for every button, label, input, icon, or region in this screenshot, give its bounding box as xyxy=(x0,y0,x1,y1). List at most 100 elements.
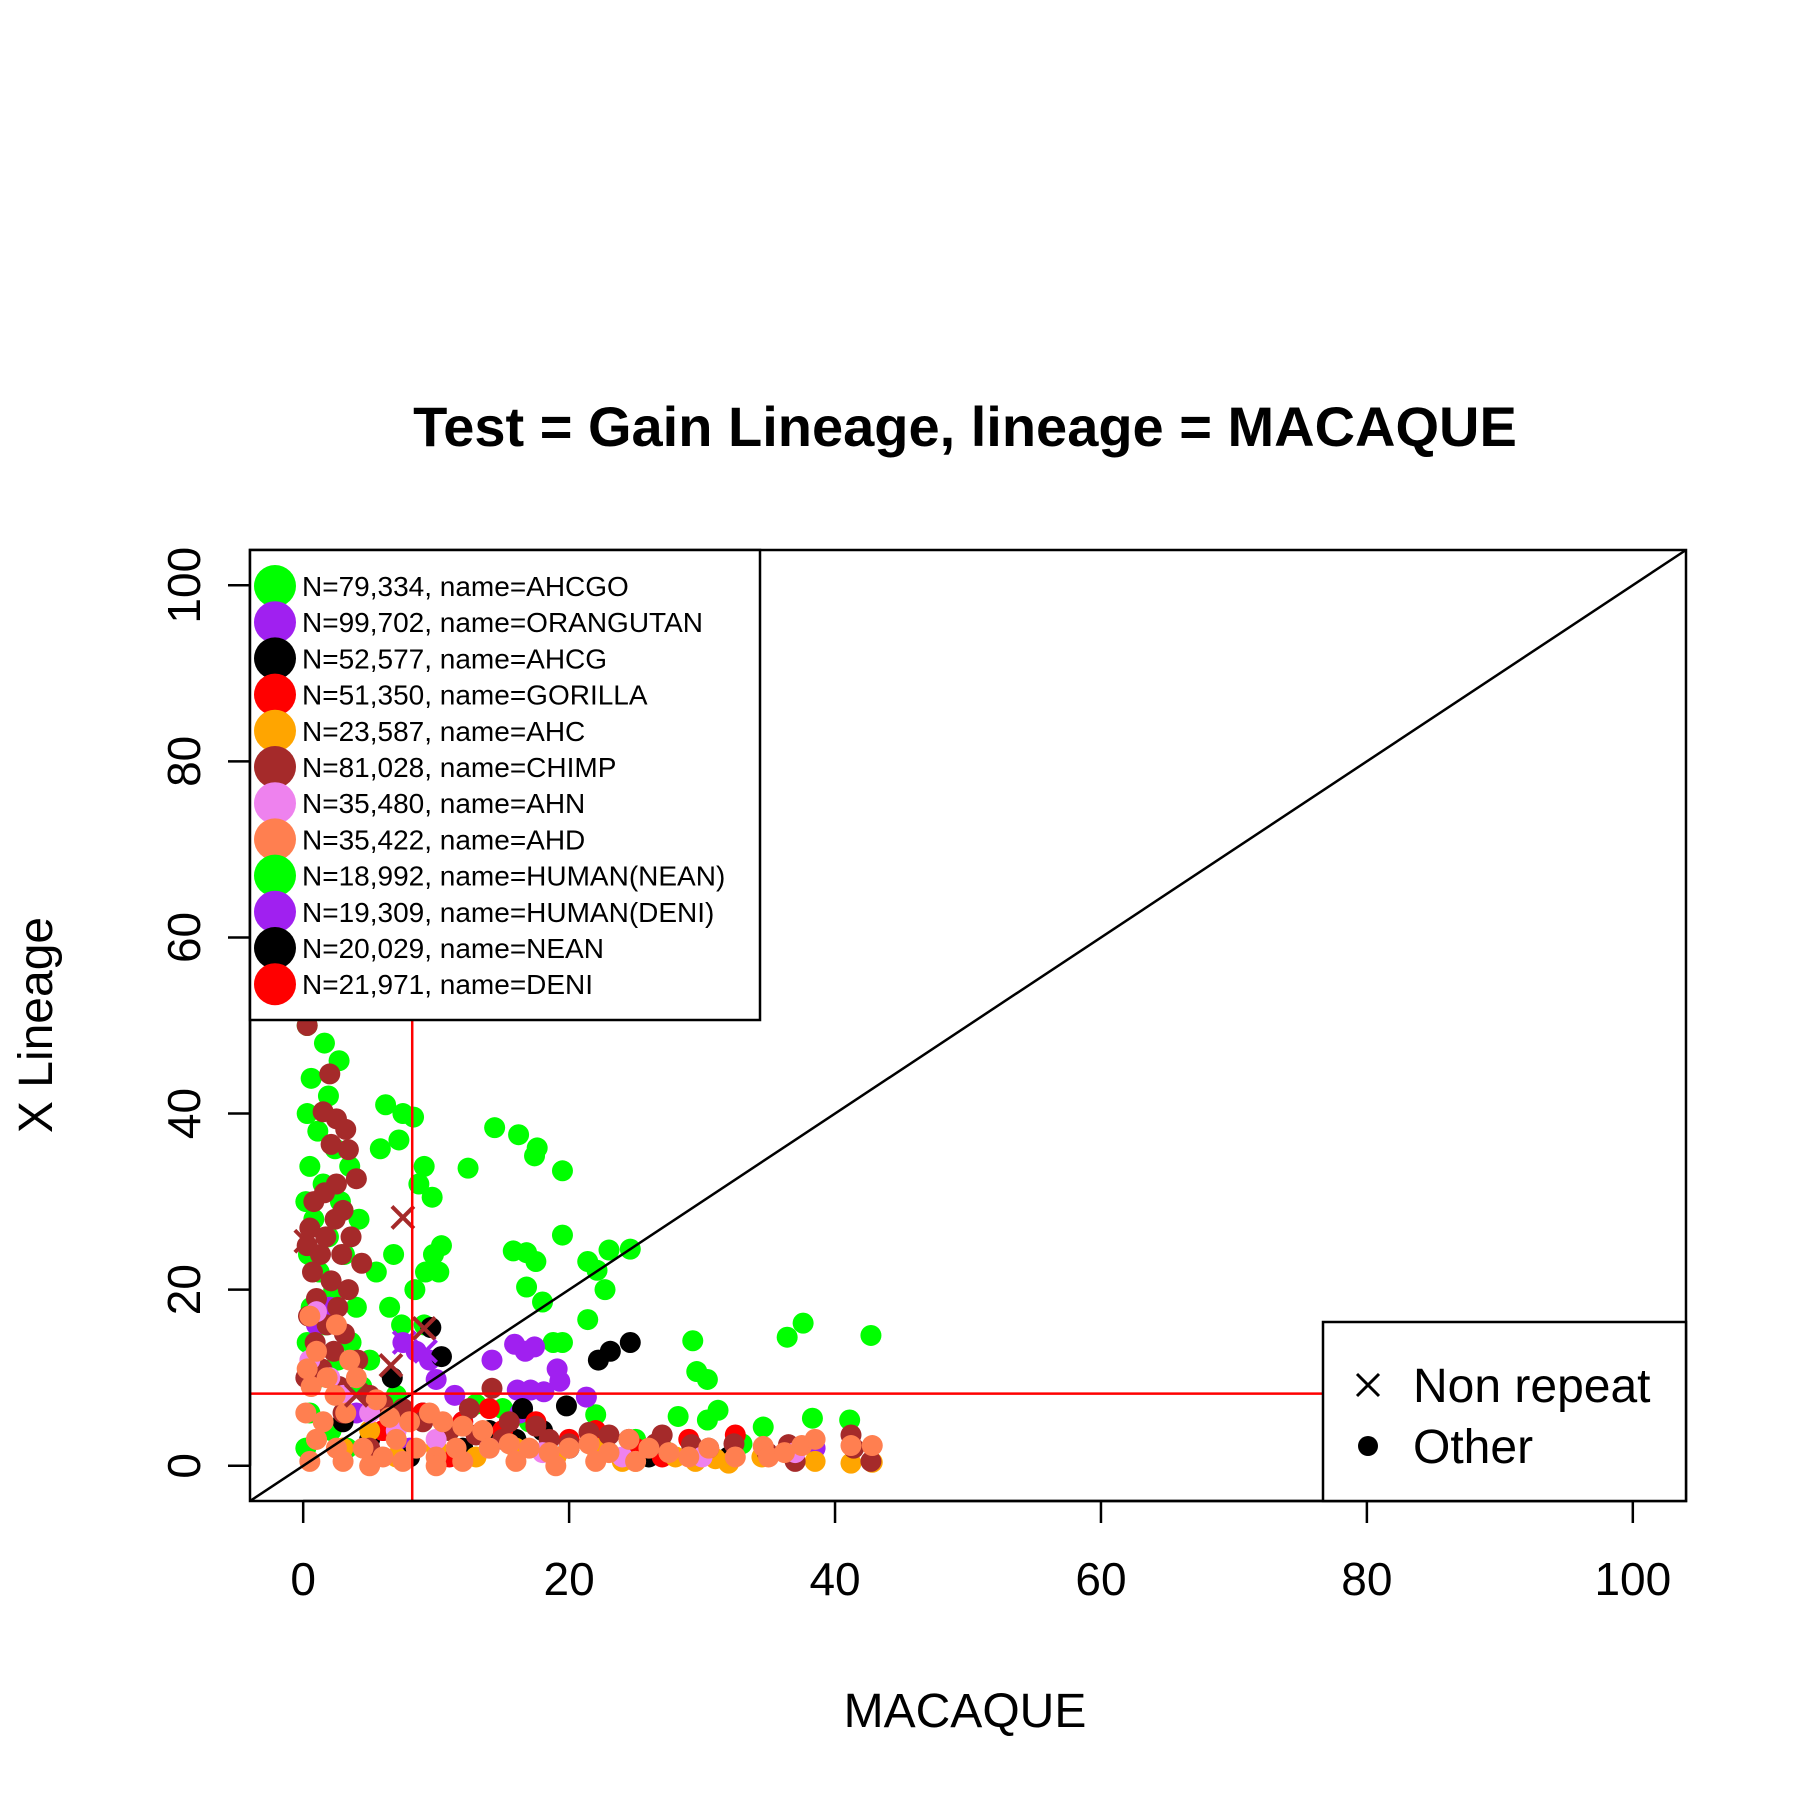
data-point xyxy=(300,1376,322,1398)
data-point xyxy=(516,1276,538,1298)
legend-entry: N=18,992, name=HUMAN(NEAN) xyxy=(254,854,725,897)
data-point xyxy=(518,1437,540,1459)
x-axis-label: MACAQUE xyxy=(844,1685,1087,1738)
data-point xyxy=(332,1450,354,1472)
marker-legend-label: Other xyxy=(1413,1421,1533,1474)
data-point xyxy=(758,1446,780,1468)
data-point xyxy=(339,1349,361,1371)
data-point xyxy=(359,1455,381,1477)
marker-legend-label: Non repeat xyxy=(1413,1360,1651,1413)
legend-entry: N=35,480, name=AHN xyxy=(254,782,585,825)
legend-entry: N=21,971, name=DENI xyxy=(254,963,593,1006)
data-point xyxy=(301,1261,323,1283)
data-point xyxy=(420,1317,442,1339)
data-point xyxy=(337,1139,359,1161)
data-point xyxy=(526,1137,548,1159)
y-tick-label: 20 xyxy=(158,1264,210,1315)
y-axis: 0 20 40 60 80 100 xyxy=(158,547,252,1479)
legend-swatch xyxy=(254,709,296,752)
y-tick-label: 60 xyxy=(158,912,210,963)
legend-label: N=35,422, name=AHD xyxy=(302,824,585,855)
data-point xyxy=(860,1324,882,1346)
data-point xyxy=(585,1450,607,1472)
data-point xyxy=(388,1129,410,1151)
data-point xyxy=(698,1437,720,1459)
legend-entry: N=23,587, name=AHC xyxy=(254,709,585,752)
data-point xyxy=(324,1208,346,1230)
data-point xyxy=(425,1455,447,1477)
data-point xyxy=(696,1368,718,1390)
data-point xyxy=(352,1437,374,1459)
legend-label: N=81,028, name=CHIMP xyxy=(302,752,616,783)
data-point-cross xyxy=(378,1352,404,1378)
legend-swatch xyxy=(254,818,296,861)
data-point xyxy=(667,1405,689,1427)
data-point xyxy=(348,1208,370,1230)
legend-swatch xyxy=(254,673,296,716)
legend-label: N=52,577, name=AHCG xyxy=(302,643,607,674)
data-point-cross xyxy=(411,1315,437,1341)
data-point xyxy=(776,1326,798,1348)
data-point-cross xyxy=(413,1338,438,1364)
chart-title: Test = Gain Lineage, lineage = MACAQUE xyxy=(413,395,1517,458)
data-point xyxy=(505,1450,527,1472)
data-point xyxy=(408,1173,430,1195)
data-point xyxy=(385,1428,407,1450)
data-point xyxy=(404,1279,426,1301)
data-point xyxy=(305,1340,327,1362)
x-tick-label: 60 xyxy=(1075,1553,1126,1605)
y-tick-label: 0 xyxy=(158,1453,210,1479)
data-point xyxy=(399,1411,421,1433)
legend-label: N=99,702, name=ORANGUTAN xyxy=(302,607,703,638)
data-point xyxy=(335,1402,357,1424)
legend-label: N=23,587, name=AHC xyxy=(302,716,585,747)
data-point xyxy=(300,1067,322,1089)
series-legend: N=79,334, name=AHCGO N=99,702, name=ORANG… xyxy=(248,548,762,1022)
data-point xyxy=(316,1367,338,1389)
data-point xyxy=(801,1407,823,1429)
x-axis: 0 20 40 60 80 100 xyxy=(290,1499,1671,1605)
data-point xyxy=(840,1435,862,1457)
x-tick-label: 0 xyxy=(290,1553,316,1605)
data-point xyxy=(533,1381,555,1403)
data-point xyxy=(312,1411,334,1433)
data-point xyxy=(508,1124,530,1146)
data-point xyxy=(421,1186,443,1208)
legend-swatch xyxy=(254,782,296,825)
data-point xyxy=(405,1437,427,1459)
data-point xyxy=(525,1250,547,1272)
data-point xyxy=(472,1420,494,1442)
data-point xyxy=(335,1118,357,1140)
data-point xyxy=(498,1411,520,1433)
legend-swatch xyxy=(254,963,296,1006)
data-point xyxy=(549,1370,571,1392)
data-point xyxy=(317,1085,339,1107)
y-tick-label: 40 xyxy=(158,1088,210,1139)
data-point xyxy=(618,1428,640,1450)
data-point xyxy=(575,1386,597,1408)
data-point xyxy=(324,1384,346,1406)
data-point xyxy=(432,1411,454,1433)
data-point xyxy=(299,1305,321,1327)
data-point xyxy=(345,1168,367,1190)
data-point xyxy=(299,1155,321,1177)
data-point xyxy=(585,1404,607,1426)
data-point xyxy=(340,1226,362,1248)
data-point xyxy=(658,1442,680,1464)
data-point xyxy=(577,1309,599,1331)
data-point xyxy=(682,1330,704,1352)
data-point xyxy=(481,1377,503,1399)
data-point xyxy=(525,1415,547,1437)
legend-entry: N=52,577, name=AHCG xyxy=(254,637,607,680)
data-point xyxy=(392,1450,414,1472)
data-point xyxy=(599,1340,621,1362)
data-point xyxy=(319,1063,341,1085)
data-point xyxy=(315,1226,337,1248)
data-point xyxy=(804,1428,826,1450)
y-tick-label: 100 xyxy=(158,547,210,624)
data-point xyxy=(638,1437,660,1459)
data-point xyxy=(296,1103,318,1125)
data-point xyxy=(678,1446,700,1468)
data-point xyxy=(551,1224,573,1246)
legend-entry: N=51,350, name=GORILLA xyxy=(254,673,648,716)
